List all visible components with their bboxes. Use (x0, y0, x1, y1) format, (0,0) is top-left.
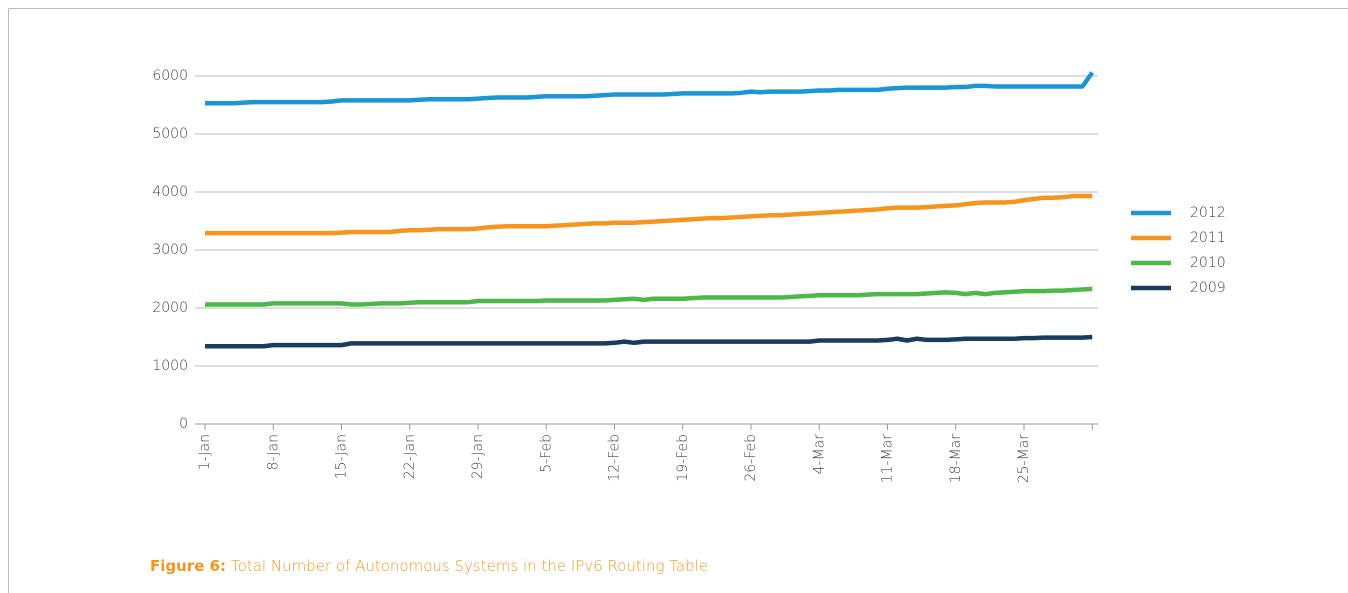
x-tick-label: 5-Feb (538, 434, 554, 473)
y-tick-label: 2000 (152, 300, 188, 316)
x-tick-label: 25-Mar (1016, 434, 1032, 484)
legend-label: 2011 (1190, 230, 1226, 246)
caption-text: Total Number of Autonomous Systems in th… (231, 557, 708, 575)
x-tick-label: 26-Feb (743, 434, 759, 482)
legend-label: 2010 (1190, 255, 1226, 271)
y-tick-label: 1000 (152, 358, 188, 374)
y-tick-label: 0 (179, 416, 188, 432)
y-tick-label: 6000 (152, 68, 188, 84)
x-tick-label: 12-Feb (607, 434, 623, 482)
y-tick-label: 5000 (152, 126, 188, 142)
x-tick-label: 11-Mar (880, 434, 896, 484)
y-tick-label: 4000 (152, 184, 188, 200)
x-tick-label: 1-Jan (197, 434, 213, 470)
x-tick-label: 15-Jan (334, 434, 350, 479)
x-tick-label: 22-Jan (402, 434, 418, 479)
x-tick-label: 18-Mar (948, 434, 964, 484)
series-line (205, 193, 1093, 236)
y-tick-label: 3000 (152, 242, 188, 258)
series-line (205, 71, 1095, 106)
x-tick-label: 8-Jan (265, 434, 281, 470)
series-line (205, 286, 1093, 307)
x-tick-label: 4-Mar (811, 434, 827, 475)
caption: Figure 6: Total Number of Autonomous Syst… (150, 557, 708, 575)
x-tick-label: 19-Feb (675, 434, 691, 482)
series-line (205, 334, 1093, 349)
legend-label: 2012 (1190, 205, 1226, 221)
legend-label: 2009 (1190, 280, 1226, 296)
caption-label: Figure 6: (150, 557, 226, 575)
x-tick-label: 29-Jan (470, 434, 486, 479)
